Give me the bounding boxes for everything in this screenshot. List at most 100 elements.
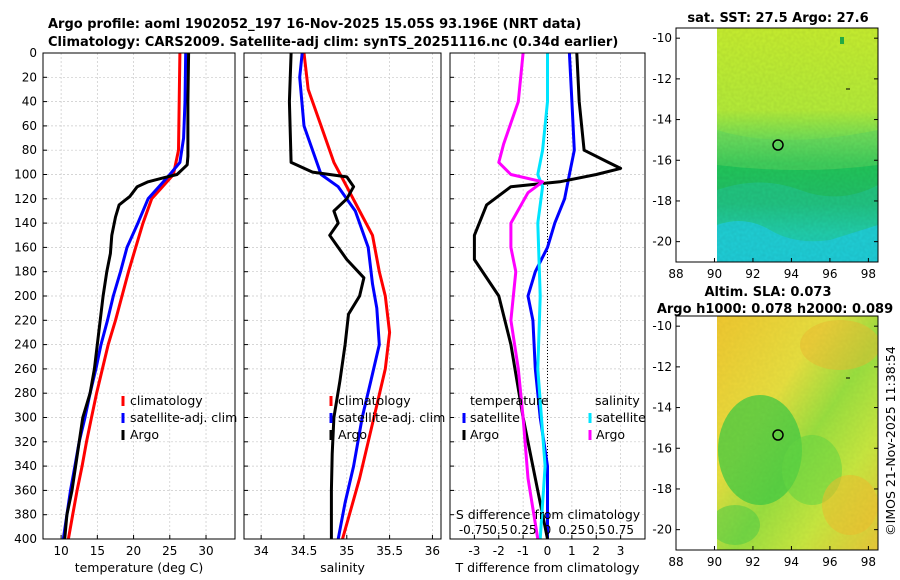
map-x-tick-label: 98 <box>861 267 876 281</box>
map-y-tick-label: -20 <box>652 523 672 537</box>
x-tick-label: 20 <box>126 544 141 558</box>
map-x-tick-label: 94 <box>784 555 799 569</box>
sst-argo-marker <box>772 139 784 151</box>
map-y-tick-label: -10 <box>652 31 672 45</box>
y-tick-label: 80 <box>22 143 37 157</box>
x-axis-label: temperature (deg C) <box>75 560 204 575</box>
map-y-tick-label: -16 <box>652 153 672 167</box>
series-argo <box>63 52 191 540</box>
legend-satellite: satellite-adj. clim <box>130 410 237 425</box>
s-tick-label: 0 <box>544 523 552 537</box>
map-x-tick-label: 88 <box>668 555 683 569</box>
map-x-tick-label: 94 <box>784 267 799 281</box>
legend-t-satellite: satellite <box>470 410 520 425</box>
map-y-tick-label: -10 <box>652 319 672 333</box>
legend-t-argo: Argo <box>470 427 499 442</box>
main-title-line1: Argo profile: aoml 1902052_197 16-Nov-20… <box>48 17 581 32</box>
map-x-tick-label: 90 <box>707 555 722 569</box>
x-tick-label: 25 <box>162 544 177 558</box>
difference-panel: -3 -2 -1 0 1 2 3 T difference from climatology <box>449 52 646 575</box>
y-tick-label: 180 <box>14 265 37 279</box>
series-climatology <box>302 52 392 540</box>
legend-argo: Argo <box>130 427 159 442</box>
y-tick-label: 100 <box>14 168 37 182</box>
y-tick-label: 400 <box>14 532 37 546</box>
map-x-tick-label: 88 <box>668 267 683 281</box>
x-tick-label: 3 <box>617 544 625 558</box>
legend-argo: Argo <box>338 427 367 442</box>
legend-s-argo: Argo <box>596 427 625 442</box>
legend-salinity-title: salinity <box>595 393 640 408</box>
difference-legend: temperature satellite Argo salinity sate… <box>462 393 646 442</box>
s-difference-axis-label: S difference from climatology <box>456 507 641 522</box>
y-tick-label: 120 <box>14 192 37 206</box>
s-tick-label: 0.25 <box>510 523 537 537</box>
map-x-tick-label: 92 <box>745 267 760 281</box>
temperature-legend: climatology satellite-adj. clim Argo <box>121 393 237 442</box>
x-tick-label: 2 <box>592 544 600 558</box>
series-s-satellite <box>536 53 549 540</box>
x-tick-label: 0 <box>544 544 552 558</box>
x-axis-label: T difference from climatology <box>454 560 640 575</box>
map-y-tick-label: -14 <box>652 401 672 415</box>
map-x-tick-label: 96 <box>822 267 837 281</box>
x-tick-label: 35 <box>339 544 354 558</box>
legend-s-satellite: satellite <box>596 410 646 425</box>
y-tick-label: 40 <box>22 95 37 109</box>
series-argo <box>287 52 366 539</box>
y-tick-label: 240 <box>14 338 37 352</box>
y-tick-label: 340 <box>14 459 37 473</box>
x-tick-label: 34 <box>253 544 268 558</box>
s-tick-label: -0.75 <box>459 523 490 537</box>
y-tick-label: 280 <box>14 386 37 400</box>
map-y-tick-label: -20 <box>652 235 672 249</box>
x-tick-label: 1 <box>568 544 576 558</box>
sst-map: sat. SST: 27.5 Argo: 27.6 <box>675 11 879 263</box>
temperature-panel: 10 15 20 25 30020406080100120140160180200220… <box>14 46 236 575</box>
y-tick-label: 160 <box>14 240 37 254</box>
s-tick-label: 0.25 <box>559 523 586 537</box>
x-tick-label: 30 <box>198 544 213 558</box>
sla-map: Altim. SLA: 0.073 Argo h1000: 0.078 h200… <box>657 285 893 551</box>
map-x-tick-label: 98 <box>861 555 876 569</box>
map-y-tick-label: -14 <box>652 113 672 127</box>
x-tick-label: 34.5 <box>291 544 318 558</box>
sla-map-axes: 88 90 92 94 96 98 -10 -12 -14 -16 -18 -20 <box>652 319 878 569</box>
x-tick-label: -1 <box>517 544 529 558</box>
y-tick-label: 60 <box>22 119 37 133</box>
s-tick-label: 0.5 <box>587 523 606 537</box>
series-s-argo <box>497 52 545 540</box>
sla-argo-marker <box>772 429 784 441</box>
credit-text: ©IMOS 21-Nov-2025 11:38:54 <box>883 346 898 536</box>
y-tick-label: 260 <box>14 362 37 376</box>
x-tick-label: -3 <box>468 544 480 558</box>
x-tick-label: 10 <box>53 544 68 558</box>
sla-map-title1: Altim. SLA: 0.073 <box>705 285 832 300</box>
sst-map-title: sat. SST: 27.5 Argo: 27.6 <box>687 11 868 26</box>
y-tick-label: 0 <box>29 46 37 60</box>
map-y-tick-label: -18 <box>652 194 672 208</box>
map-y-tick-label: -18 <box>652 482 672 496</box>
sla-map-title2: Argo h1000: 0.078 h2000: 0.089 <box>657 302 893 317</box>
legend-climatology: climatology <box>130 393 203 408</box>
series-satellite-adj-clim <box>298 52 381 540</box>
y-tick-label: 20 <box>22 70 37 84</box>
salinity-legend: climatology satellite-adj. clim Argo <box>329 393 445 442</box>
sst-map-axes: 88 90 92 94 96 98 -10 -12 -14 -16 -18 -20 <box>652 31 878 281</box>
map-y-tick-label: -16 <box>652 441 672 455</box>
axes-frame <box>42 52 236 540</box>
series-t-argo <box>472 52 623 540</box>
y-tick-label: 360 <box>14 483 37 497</box>
y-tick-label: 140 <box>14 216 37 230</box>
axes-frame <box>449 52 646 540</box>
legend-satellite: satellite-adj. clim <box>338 410 445 425</box>
x-tick-label: 35.5 <box>376 544 403 558</box>
map-x-tick-label: 96 <box>822 555 837 569</box>
y-tick-label: 320 <box>14 435 37 449</box>
y-tick-label: 380 <box>14 508 37 522</box>
x-tick-label: -2 <box>493 544 505 558</box>
s-difference-ticks: -0.75 0.5 0.25 0 0.25 0.5 0.75 <box>459 523 634 537</box>
y-tick-label: 300 <box>14 411 37 425</box>
axes-frame <box>243 52 442 540</box>
